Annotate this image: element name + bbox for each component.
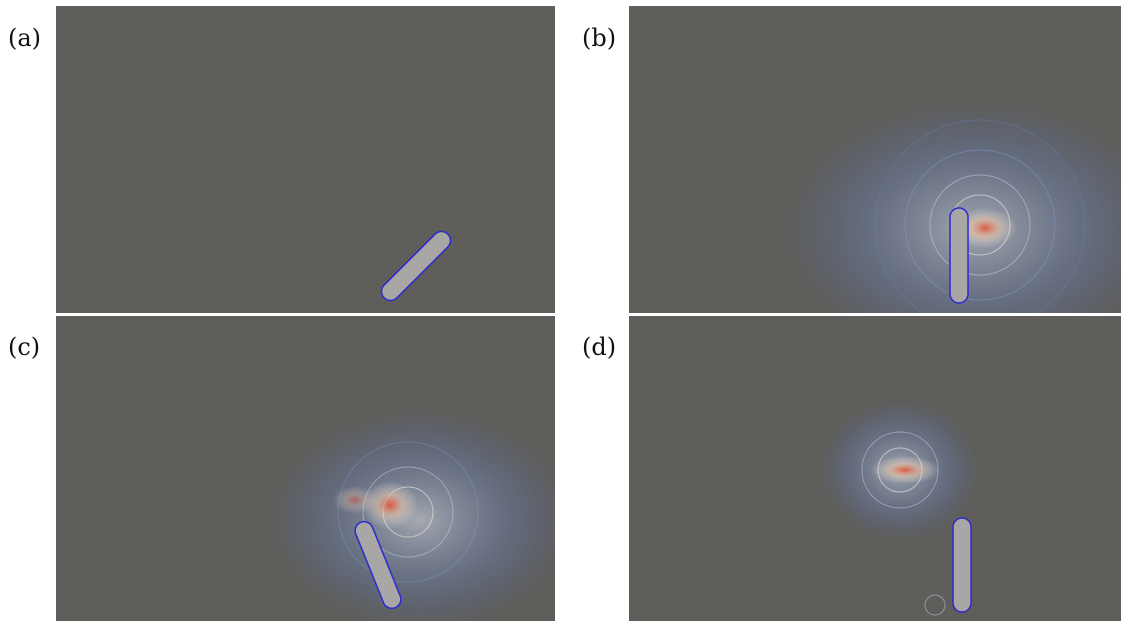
rod <box>354 520 402 610</box>
panel-label: (a) <box>8 24 41 52</box>
rod <box>952 517 972 613</box>
flow-field <box>785 100 1121 313</box>
rod <box>380 230 452 302</box>
panel-b: (b) <box>582 6 1121 313</box>
rod <box>949 207 969 304</box>
flow-field <box>820 400 980 616</box>
panel-label: (b) <box>582 24 616 52</box>
panel-d: (d) <box>582 316 1121 621</box>
panel-label: (c) <box>8 333 40 361</box>
panel-background <box>56 6 555 313</box>
panel-label: (d) <box>582 333 616 361</box>
flow-field <box>270 410 555 621</box>
panel-c: (c) <box>8 316 555 621</box>
panel-a: (a) <box>8 6 555 313</box>
